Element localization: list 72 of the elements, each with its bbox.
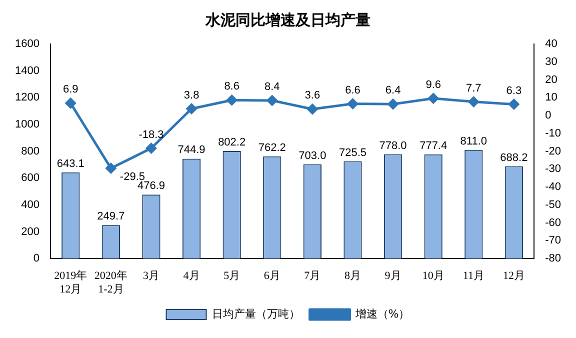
point: [65, 98, 76, 108]
data-label: -18.3: [138, 128, 164, 141]
y2-tick-label: 30: [545, 56, 558, 68]
data-label: 811.0: [460, 135, 488, 148]
y2-tick-label: -30: [545, 163, 562, 176]
data-label: 3.8: [184, 89, 200, 102]
y-tick-label: 1200: [14, 92, 40, 104]
y-tick-label: 600: [21, 172, 40, 184]
y-tick-label: 800: [21, 145, 40, 158]
point: [226, 94, 238, 106]
y2-tick-label: -10: [545, 127, 562, 140]
data-label: 643.1: [56, 158, 84, 170]
point: [266, 95, 278, 106]
data-label: 476.9: [137, 180, 165, 192]
y2-tick-label: -20: [545, 145, 562, 158]
x-tick-label: 4月: [183, 270, 200, 282]
data-label: 744.9: [178, 144, 206, 156]
y2-tick-label: -50: [545, 198, 562, 211]
legend-label: 增速（%）: [354, 307, 410, 320]
y-tick-label: 1000: [14, 118, 40, 131]
x-tick-label: 9月: [384, 270, 402, 282]
point: [106, 163, 116, 174]
legend-label: 日均产量（万吨）: [212, 307, 300, 320]
data-label: 6.6: [345, 84, 360, 96]
point: [468, 96, 479, 108]
y2-tick-label: 20: [545, 74, 558, 86]
point: [428, 93, 439, 104]
data-label: 6.9: [62, 84, 78, 96]
y2-tick-label: 10: [545, 92, 558, 104]
x-tick-label: 12月: [502, 270, 525, 282]
data-label: 725.5: [338, 146, 367, 159]
point: [307, 104, 318, 114]
y-tick-label: 1400: [14, 64, 40, 77]
y2-tick-label: -60: [545, 216, 562, 229]
point: [347, 98, 358, 109]
x-tick-label: 7月: [304, 270, 321, 282]
data-label: 6.3: [506, 84, 522, 97]
data-label: 6.4: [385, 84, 401, 97]
data-label: 703.0: [298, 150, 326, 162]
data-label: 3.6: [304, 90, 320, 102]
y2-tick-label: -40: [545, 181, 562, 194]
x-tick-label: 6月: [264, 270, 280, 282]
y2-tick-label: -70: [545, 234, 562, 247]
point: [186, 103, 197, 114]
y-tick-label: 400: [21, 198, 40, 211]
x-tick-label: 2020年 1-2月: [94, 270, 128, 296]
x-tick-label: 10月: [422, 270, 444, 282]
point: [146, 143, 156, 154]
y-tick-label: 200: [21, 226, 40, 238]
y-tick-label: 1600: [14, 38, 40, 50]
data-label: 778.0: [379, 140, 407, 152]
x-tick-label: 11月: [462, 270, 484, 282]
data-label: 762.2: [258, 142, 286, 154]
y-tick-label: 0: [33, 252, 40, 265]
data-label: 8.6: [224, 80, 240, 93]
x-tick-label: 5月: [224, 270, 240, 282]
data-label: 8.4: [264, 81, 280, 94]
data-label: 249.7: [97, 210, 125, 223]
data-label: 802.2: [218, 136, 246, 149]
x-tick-label: 2019年 12月: [54, 270, 88, 296]
data-label: 7.7: [466, 82, 482, 94]
y2-tick-label: 40: [545, 38, 558, 50]
data-label: 9.6: [426, 78, 441, 91]
point: [508, 99, 520, 110]
data-label: 777.4: [420, 140, 448, 152]
y2-tick-label: -80: [545, 252, 562, 265]
y2-tick-label: 0: [545, 110, 552, 122]
x-tick-label: 3月: [142, 270, 160, 282]
data-label: 688.2: [500, 152, 528, 164]
x-tick-label: 8月: [344, 270, 361, 282]
point: [388, 98, 398, 110]
chart-title: 水泥同比增速及日均产量: [204, 10, 370, 29]
